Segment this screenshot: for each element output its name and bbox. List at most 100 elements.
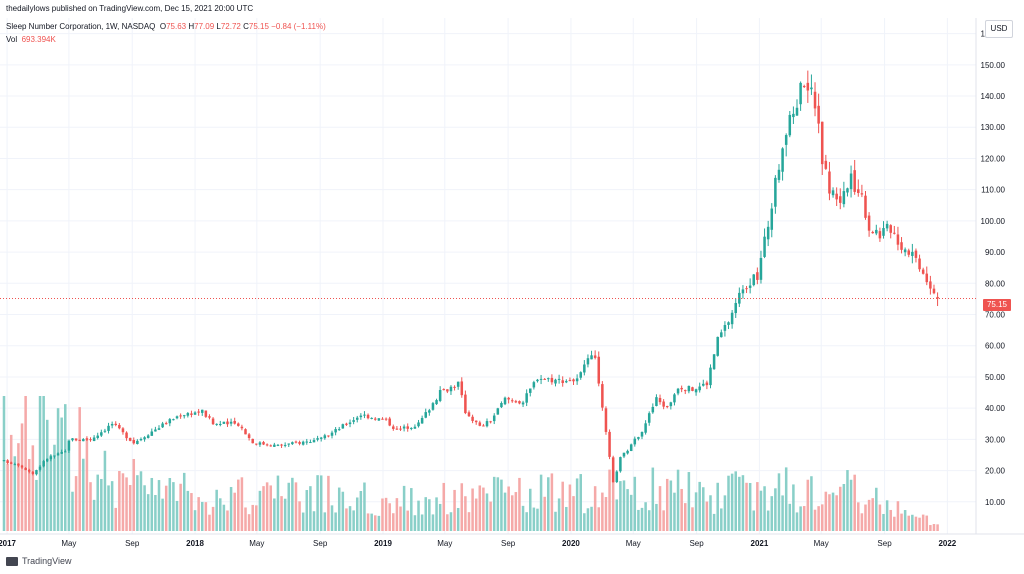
volume-bar <box>446 514 449 531</box>
candle-body <box>251 438 254 444</box>
candle-body <box>337 429 341 431</box>
footer-branding[interactable]: TradingView <box>6 556 72 566</box>
candle-body <box>777 169 781 180</box>
candle-body <box>496 408 500 415</box>
volume-bar <box>190 493 193 531</box>
candle-body <box>510 400 514 402</box>
price-axis[interactable]: 10.00 20.00 30.00 40.00 50.00 60.00 70.00 80.00… <box>981 30 1006 507</box>
volume-bar <box>222 504 226 531</box>
candle-body <box>857 189 860 193</box>
candle-body <box>114 423 118 426</box>
candle-body <box>651 406 655 413</box>
candle-body <box>410 427 413 429</box>
volume-bar <box>561 481 564 531</box>
volume-bar <box>611 469 615 531</box>
time-tick-label: 2018 <box>186 539 204 548</box>
candle-body <box>817 105 820 124</box>
volume-bar <box>114 507 118 531</box>
volume-bar <box>442 482 446 531</box>
volume-bar <box>402 485 406 531</box>
volume-bar <box>6 463 9 531</box>
volume-bar <box>305 490 309 531</box>
candle-body <box>211 418 215 425</box>
candle-body <box>464 394 467 414</box>
volume-bar <box>676 469 680 531</box>
volume-bar <box>644 502 647 531</box>
volume-bar <box>680 488 683 531</box>
candle-body <box>521 402 525 405</box>
volume-bar <box>449 512 453 531</box>
candle-body <box>45 458 49 462</box>
candle-body <box>2 460 6 462</box>
candle-body <box>691 387 694 391</box>
volume-bar <box>554 511 557 531</box>
volume-bar <box>319 475 323 531</box>
candle-body <box>492 415 496 422</box>
volume-bar <box>179 483 182 531</box>
volume-bar <box>17 443 20 531</box>
symbol-title[interactable]: Sleep Number Corporation, 1W, NASDAQ <box>6 22 156 31</box>
volume-label[interactable]: Vol <box>6 35 18 44</box>
candle-body <box>774 177 777 207</box>
candle-body <box>53 455 56 457</box>
candle-body <box>366 414 370 419</box>
candle-body <box>759 257 763 280</box>
candle-body <box>110 423 114 426</box>
candle-body <box>799 82 802 105</box>
candle-body <box>182 415 186 417</box>
volume-bar <box>103 450 107 531</box>
candle-body <box>575 378 579 382</box>
volume-bar <box>2 396 6 531</box>
volume-bar <box>572 496 575 531</box>
candle-body <box>406 426 409 429</box>
candle-body <box>262 442 265 445</box>
currency-button[interactable]: USD <box>985 20 1013 38</box>
volume-bar <box>893 516 896 531</box>
candle-body <box>532 382 536 388</box>
volume-bar <box>514 492 518 531</box>
volume-bar <box>849 479 853 531</box>
candle-body <box>911 251 914 256</box>
candle-body <box>824 160 828 169</box>
volume-bar <box>792 484 795 531</box>
volume-bar <box>565 506 568 531</box>
candle-body <box>485 421 489 427</box>
volume-bar <box>770 496 774 531</box>
volume-bar <box>240 477 244 531</box>
volume-bar <box>510 495 514 531</box>
volume-bar <box>756 482 759 531</box>
candle-body <box>748 285 752 288</box>
volume-bar <box>903 510 907 531</box>
volume-bar <box>802 506 806 531</box>
time-axis[interactable]: 2017 May Sep 2018 May Sep 2019 May Sep 2020 May Sep… <box>0 539 957 548</box>
volume-bar <box>597 507 601 531</box>
volume-bar <box>74 476 78 531</box>
volume-bar <box>89 482 92 531</box>
volume-bar <box>49 455 53 531</box>
volume-bar <box>532 507 536 531</box>
volume-bar <box>35 479 38 531</box>
volume-bar <box>500 479 503 531</box>
candle-body <box>615 471 619 483</box>
volume-bar <box>882 513 885 531</box>
volume-bar <box>777 473 781 531</box>
candle-body <box>831 190 835 196</box>
volume-bar <box>417 500 420 531</box>
volume-bar <box>788 503 792 531</box>
candle-body <box>770 208 774 230</box>
candle-body <box>482 425 485 427</box>
volume-bar <box>182 472 186 531</box>
volume-bar <box>118 470 121 531</box>
volume-bar <box>604 497 608 531</box>
candle-body <box>637 437 640 439</box>
volume-value: 693.394K <box>21 35 56 44</box>
candle-body <box>381 418 384 420</box>
volume-bar <box>853 474 856 531</box>
volume-bar <box>748 482 752 531</box>
candle-body <box>6 460 9 464</box>
volume-bar <box>309 486 312 531</box>
volume-bar <box>525 512 528 531</box>
volume-bar <box>658 486 662 531</box>
volume-bar <box>428 499 431 531</box>
